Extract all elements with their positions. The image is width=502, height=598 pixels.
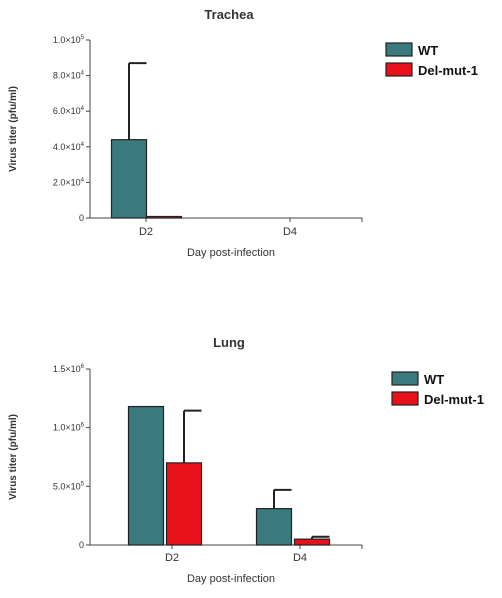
y-tick-text: 4.0×10	[53, 142, 81, 152]
legend-label: WT	[418, 43, 438, 58]
x-tick-label: D4	[293, 552, 307, 564]
legend: WT Del-mut-1	[391, 371, 484, 407]
y-tick-exponent: 5	[81, 481, 85, 487]
legend-swatch-wt	[385, 42, 413, 57]
y-tick-label: 1.0×105	[53, 35, 85, 45]
bar-wt	[255, 508, 293, 546]
y-tick-label: 6.0×104	[53, 106, 85, 116]
x-axis-label: Day post-infection	[187, 573, 275, 585]
y-tick-text: 5.0×10	[53, 481, 81, 491]
y-tick-text: 2.0×10	[53, 177, 81, 187]
y-tick-exponent: 6	[81, 423, 85, 429]
chart-title: Trachea	[204, 7, 254, 22]
y-tick-text: 1.0×10	[53, 35, 81, 45]
y-tick-label: 0	[79, 213, 84, 223]
x-tick-label: D2	[165, 552, 179, 564]
y-tick-exponent: 4	[81, 142, 85, 148]
legend-swatch-del-mut-1	[391, 391, 419, 406]
y-tick-label: 2.0×104	[53, 177, 85, 187]
y-tick-label: 0	[79, 540, 84, 550]
y-tick-text: 0	[79, 540, 84, 550]
y-tick-exponent: 6	[81, 364, 85, 370]
bar-del-mut-1	[293, 538, 331, 546]
legend-swatch-del-mut-1	[385, 62, 413, 77]
legend-label: Del-mut-1	[418, 63, 478, 78]
y-tick-label: 8.0×104	[53, 71, 85, 81]
legend-label: WT	[424, 372, 444, 387]
y-tick-text: 8.0×10	[53, 71, 81, 81]
bar-wt	[127, 405, 165, 546]
y-tick-exponent: 4	[81, 106, 85, 112]
bar-del-mut-1	[145, 215, 183, 219]
x-axis-label: Day post-infection	[187, 247, 275, 259]
y-axis-label: Virus titer (pfu/ml)	[8, 86, 19, 172]
y-tick-text: 1.0×10	[53, 423, 81, 433]
legend-label: Del-mut-1	[424, 392, 484, 407]
y-tick-exponent: 4	[81, 177, 85, 183]
legend-swatch-wt	[391, 371, 419, 386]
y-tick-exponent: 4	[81, 71, 85, 77]
y-tick-label: 1.5×106	[53, 364, 85, 374]
bar-del-mut-1	[165, 462, 203, 546]
y-tick-label: 1.0×106	[53, 423, 85, 433]
chart-0: Trachea02.0×1044.0×1046.0×1048.0×1041.0×…	[8, 7, 478, 259]
y-tick-label: 5.0×105	[53, 481, 85, 491]
y-tick-text: 0	[79, 213, 84, 223]
legend: WT Del-mut-1	[385, 42, 478, 78]
x-tick-label: D4	[283, 226, 297, 238]
y-axis-label: Virus titer (pfu/ml)	[8, 414, 19, 500]
bar-wt	[110, 139, 148, 219]
y-tick-exponent: 5	[81, 35, 85, 41]
x-tick-label: D2	[139, 226, 153, 238]
y-tick-label: 4.0×104	[53, 142, 85, 152]
y-tick-text: 1.5×10	[53, 364, 81, 374]
chart-title: Lung	[213, 335, 245, 350]
y-tick-text: 6.0×10	[53, 106, 81, 116]
